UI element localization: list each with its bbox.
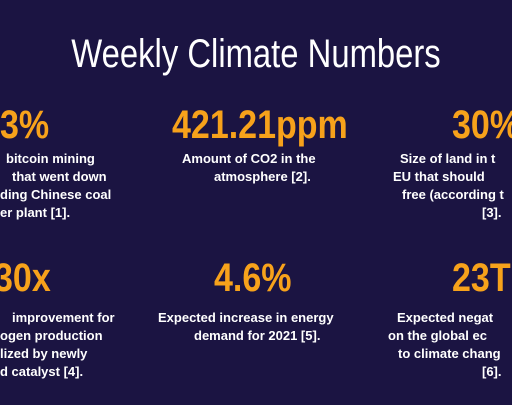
stat-value: 421.21ppm [172, 103, 348, 147]
stat-text: improvement for [12, 310, 115, 325]
title: Weekly Climate Numbers [71, 32, 441, 76]
stat-text: Size of land in t [400, 151, 496, 166]
stat-text: [6]. [482, 364, 502, 379]
stat-text: d catalyst [4]. [0, 364, 84, 379]
stat-text: Expected negat [397, 310, 494, 325]
stat-value: 23T [452, 256, 511, 300]
stat-text: lized by newly [0, 346, 88, 361]
stat-text: EU that should [393, 169, 485, 184]
stat-text: on the global ec [388, 328, 487, 343]
stat-text: to climate chang [398, 346, 501, 361]
stat-text: er plant [1]. [0, 205, 71, 220]
stat-text: bitcoin mining [6, 151, 95, 166]
stat-text: free (according t [402, 187, 504, 202]
stat-text: demand for 2021 [5]. [194, 328, 321, 343]
stat-text: ding Chinese coal [0, 187, 112, 202]
stat-text: Expected increase in energy [158, 310, 334, 325]
stat-value: 3% [0, 103, 50, 147]
stat-value: 30% [452, 103, 512, 147]
stat-value: 4.6% [214, 256, 292, 300]
stat-value: 30x [0, 256, 51, 300]
stat-text: ogen production [0, 328, 103, 343]
stat-text: that went down [12, 169, 107, 184]
stat-text: atmosphere [2]. [214, 169, 311, 184]
stat-text: Amount of CO2 in the [182, 151, 316, 166]
stat-text: [3]. [482, 205, 502, 220]
